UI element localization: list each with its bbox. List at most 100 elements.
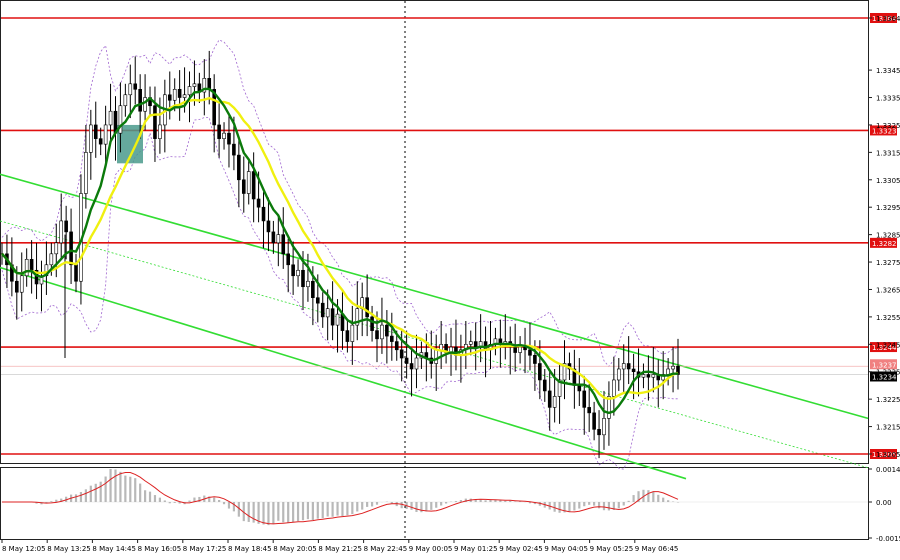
time-tick-label: 8 May 20:05 [273,545,317,553]
level-tag [870,342,897,353]
candle-body [582,390,587,408]
candle-body [217,124,221,139]
candle-body [281,234,286,255]
moving-averages [1,87,679,415]
current-price-label: 1.3234 [872,373,897,381]
candle-body [84,152,88,194]
price-tick-label: 1.3335 [876,95,900,103]
candle-body [542,379,547,392]
level-tag [870,449,897,459]
time-tick-label: 8 May 21:25 [318,545,362,553]
candle-body [577,385,582,392]
level-tag [870,125,897,136]
channel-mid-line [0,220,869,469]
candle-body [237,154,241,181]
candle-body [59,220,64,244]
ma-slow-line [1,96,679,401]
price-axis: 1.3364 1.3345 1.3335 1.3325 1.3315 1.3305 1.32… [868,15,900,459]
candle-body [118,105,123,134]
horizontal-levels: 1.33641.33231.32821.32441.32051.32371.32… [1,13,897,459]
candle-body [380,324,384,340]
candle-body [108,110,113,126]
candle-body [399,349,404,359]
candle-body [370,316,374,331]
candle-body [103,124,108,145]
candle-body [315,297,320,304]
candle-body [212,88,216,126]
trend-channel [0,173,869,480]
candle-body [153,105,157,139]
ma-fast-line [1,87,678,415]
candle-body [133,83,138,90]
candle-body [251,171,256,200]
indicator-plot-frame [0,467,869,540]
candle-body [320,302,325,318]
price-tick-label: 1.3364 [876,15,900,23]
candle-body [158,124,162,139]
candle-body [227,132,231,145]
candle-body [296,269,300,277]
candle-body [222,132,226,139]
candle-body [167,94,172,101]
candle-body [261,206,266,222]
candle-body [607,396,611,419]
time-tick-label: 8 May 22:45 [364,545,408,553]
candle-body [557,379,562,397]
candle-body [172,88,177,101]
candle-body [74,264,78,282]
level-tag-label: 1.3323 [872,127,897,135]
candle-body [538,363,542,381]
candle-body [394,341,399,351]
time-tick-label: 8 May 12:05 [2,545,46,553]
time-tick-label: 8 May 14:45 [92,545,136,553]
candle-body [355,308,360,326]
price-tick-label: 1.3345 [876,67,900,75]
candle-body [385,324,389,337]
time-tick-label: 8 May 18:45 [228,545,272,553]
main-plot-frame [0,0,869,464]
candle-body [671,365,675,370]
price-tick-label: 1.3255 [876,314,900,322]
candle-body [641,374,646,378]
level-tag-label: 1.3244 [872,344,897,352]
candle-body [602,418,606,436]
price-tick-label: 1.3245 [876,341,900,349]
candle-body [439,344,443,351]
candle-body [246,171,251,194]
candle-body [143,97,147,112]
channel-lower-line [0,266,687,480]
candle-body [89,124,93,153]
time-tick-label: 9 May 00:05 [409,545,453,553]
time-tick-label: 9 May 02:45 [499,545,543,553]
candle-body [631,368,636,373]
candle-body [434,349,439,364]
candle-body [651,374,656,378]
price-tick-label: 1.3215 [876,424,900,432]
oscillator-indicator [1,469,868,526]
price-tick-label: 1.3265 [876,286,900,294]
time-tick-label: 9 May 01:25 [454,545,498,553]
oscillator-signal-line [2,472,679,525]
level-tag [870,13,897,23]
candle-body [286,253,290,266]
candle-body [49,253,54,266]
candle-body [646,374,651,378]
price-tick-label: 1.3225 [876,396,900,404]
candle-body [345,330,350,342]
oscillator-tick-label: -0.00155 [876,535,900,543]
candle-body [138,88,142,112]
candle-body [15,280,19,293]
candle-body [597,429,601,436]
candle-body [335,313,340,326]
candle-body [301,269,305,288]
candle-body [513,346,517,353]
candle-body [404,357,409,364]
time-tick-label: 8 May 17:25 [183,545,227,553]
time-tick-label: 8 May 13:25 [47,545,91,553]
candle-body [473,341,478,348]
candle-body [207,78,212,90]
current-price-label: 1.3237 [872,361,897,369]
time-tick-label: 9 May 05:25 [590,545,634,553]
